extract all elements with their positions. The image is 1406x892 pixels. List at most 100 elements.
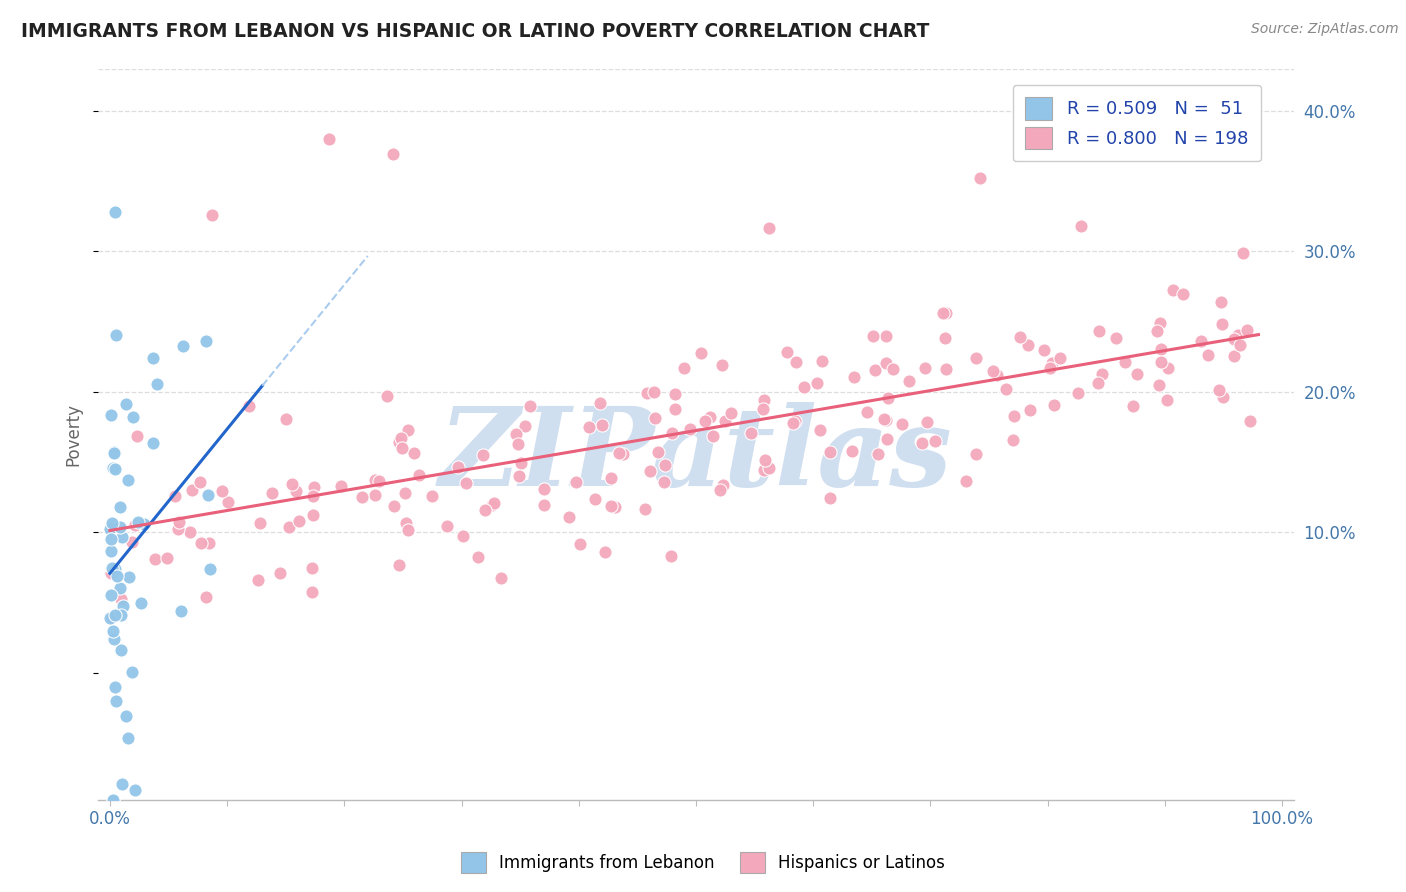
Point: [600, 471, 623, 485]
Point: [1040, 356, 1063, 370]
Point: [301, 585, 323, 599]
Point: [644, 411, 666, 425]
Point: [699, 410, 721, 425]
Point: [647, 444, 669, 458]
Point: [1004, 409, 1026, 424]
Point: [117, 731, 139, 745]
Point: [100, 544, 122, 558]
Point: [842, 369, 865, 384]
Point: [278, 520, 301, 534]
Point: [382, 146, 405, 161]
Point: [101, 792, 124, 806]
Point: [104, 562, 127, 576]
Point: [875, 356, 897, 370]
Point: [142, 351, 165, 366]
Point: [776, 345, 799, 359]
Point: [200, 562, 222, 576]
Point: [382, 499, 405, 513]
Point: [201, 208, 224, 222]
Point: [180, 483, 202, 497]
Point: [1010, 329, 1032, 343]
Point: [818, 491, 841, 505]
Point: [142, 436, 165, 450]
Point: [1222, 332, 1244, 346]
Text: IMMIGRANTS FROM LEBANON VS HISPANIC OR LATINO POVERTY CORRELATION CHART: IMMIGRANTS FROM LEBANON VS HISPANIC OR L…: [21, 22, 929, 41]
Point: [897, 374, 920, 388]
Point: [1157, 361, 1180, 376]
Point: [891, 417, 914, 431]
Point: [711, 477, 734, 491]
Point: [583, 491, 606, 506]
Point: [110, 642, 132, 657]
Point: [481, 498, 503, 512]
Point: [115, 396, 138, 410]
Point: [612, 447, 634, 461]
Point: [713, 414, 735, 428]
Point: [634, 501, 657, 516]
Point: [578, 420, 600, 434]
Point: [882, 361, 904, 376]
Point: [101, 624, 124, 638]
Point: [505, 426, 527, 441]
Point: [1232, 246, 1254, 260]
Point: [100, 408, 122, 422]
Point: [302, 489, 325, 503]
Point: [1032, 343, 1054, 357]
Point: [1126, 367, 1149, 381]
Point: [127, 515, 149, 529]
Point: [169, 515, 191, 529]
Point: [394, 486, 416, 500]
Point: [1227, 328, 1250, 343]
Point: [654, 458, 676, 472]
Point: [876, 432, 898, 446]
Point: [100, 588, 122, 602]
Point: [217, 495, 239, 509]
Point: [591, 417, 613, 432]
Point: [875, 329, 897, 343]
Point: [408, 467, 430, 482]
Point: [447, 459, 470, 474]
Point: [589, 396, 612, 410]
Point: [866, 446, 889, 460]
Point: [103, 446, 125, 460]
Point: [395, 516, 418, 531]
Point: [330, 478, 353, 492]
Point: [863, 363, 886, 377]
Point: [569, 537, 592, 551]
Point: [100, 566, 122, 581]
Point: [607, 446, 630, 460]
Point: [793, 380, 815, 394]
Point: [1150, 355, 1173, 369]
Point: [1146, 324, 1168, 338]
Point: [1091, 368, 1114, 382]
Point: [352, 490, 374, 504]
Point: [101, 561, 124, 575]
Point: [166, 522, 188, 536]
Y-axis label: Poverty: Poverty: [65, 402, 82, 466]
Point: [1197, 348, 1219, 362]
Point: [104, 681, 127, 695]
Point: [911, 435, 934, 450]
Point: [752, 463, 775, 477]
Point: [1018, 403, 1040, 417]
Point: [288, 514, 311, 528]
Point: [105, 328, 128, 343]
Point: [1149, 316, 1171, 330]
Point: [1001, 433, 1024, 447]
Point: [1049, 351, 1071, 365]
Point: [811, 354, 834, 368]
Point: [100, 533, 122, 547]
Point: [652, 475, 675, 489]
Point: [110, 607, 132, 622]
Point: [111, 599, 134, 613]
Point: [280, 476, 302, 491]
Point: [661, 425, 683, 440]
Point: [172, 339, 194, 353]
Point: [302, 480, 325, 494]
Point: [211, 484, 233, 499]
Point: [156, 550, 179, 565]
Point: [806, 376, 828, 391]
Point: [396, 423, 419, 437]
Point: [1067, 385, 1090, 400]
Point: [875, 413, 897, 427]
